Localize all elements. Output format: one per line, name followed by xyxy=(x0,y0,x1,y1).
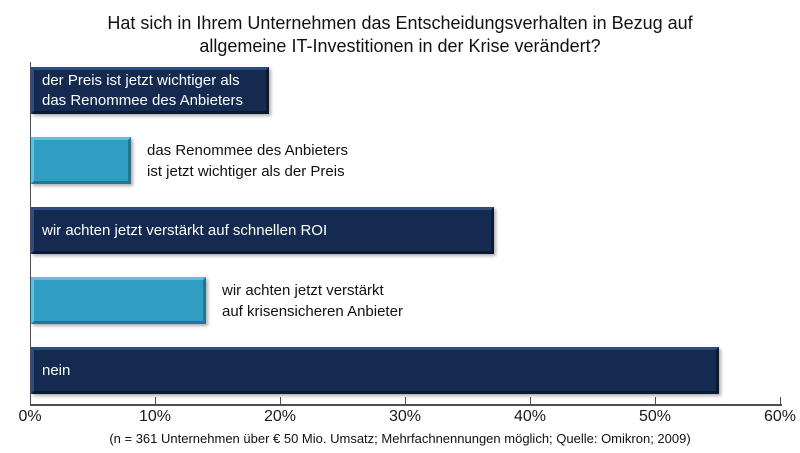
bar-label: das Renommee des Anbieters ist jetzt wic… xyxy=(147,141,348,180)
bar-row-2: wir achten jetzt verstärkt auf schnellen… xyxy=(31,207,494,254)
x-axis-tick xyxy=(655,397,656,404)
bar-row-1 xyxy=(31,137,131,184)
x-axis-tick-label: 30% xyxy=(388,408,422,425)
x-axis-tick-label: 50% xyxy=(638,408,672,425)
bar-row-4: nein xyxy=(31,347,719,394)
x-axis-tick-label: 40% xyxy=(513,408,547,425)
chart-title: Hat sich in Ihrem Unternehmen das Entsch… xyxy=(107,13,693,56)
x-axis-tick-label: 60% xyxy=(763,408,797,425)
x-axis-tick xyxy=(280,397,281,404)
x-axis-tick xyxy=(530,397,531,404)
x-axis-tick xyxy=(780,397,781,404)
x-axis-tick xyxy=(155,397,156,404)
x-axis-tick-label: 20% xyxy=(263,408,297,425)
x-axis-tick-label: 0% xyxy=(18,408,42,425)
footnote: (n = 361 Unternehmen über € 50 Mio. Umsa… xyxy=(109,431,691,446)
bar-label: wir achten jetzt verstärkt auf schnellen… xyxy=(42,221,328,239)
x-axis-tick xyxy=(405,397,406,404)
y-axis-line xyxy=(30,62,31,406)
x-axis-tick-label: 10% xyxy=(138,408,172,425)
bar-label: wir achten jetzt verstärkt auf krisensic… xyxy=(222,281,403,320)
bar-row-0: der Preis ist jetzt wichtiger als das Re… xyxy=(31,67,269,114)
bar-label: nein xyxy=(42,361,71,379)
bar-label: der Preis ist jetzt wichtiger als das Re… xyxy=(42,71,243,109)
x-axis-line xyxy=(30,404,782,406)
bar-row-3 xyxy=(31,277,206,324)
x-axis-tick xyxy=(30,397,31,404)
